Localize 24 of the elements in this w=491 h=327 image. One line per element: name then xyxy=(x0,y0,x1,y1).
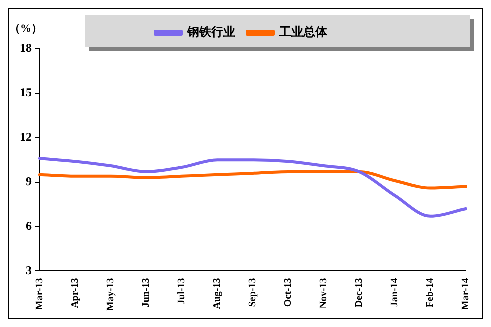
x-tick-label: May-13 xyxy=(106,278,117,312)
x-tick-label: Mar-14 xyxy=(460,278,472,310)
x-tick-label: Sep-13 xyxy=(248,278,259,308)
x-tick-label: Oct-13 xyxy=(283,278,294,308)
x-tick-label: Jan-14 xyxy=(390,278,401,308)
x-tick-label: Nov-13 xyxy=(318,278,330,309)
y-tick-label: 3 xyxy=(26,263,32,278)
y-tick-label: 9 xyxy=(26,174,32,188)
legend-label: 工业总体 xyxy=(278,25,328,40)
x-tick-label: Aug-13 xyxy=(212,278,224,310)
line-series xyxy=(38,157,468,218)
y-tick-label: 6 xyxy=(26,218,32,233)
x-tick-label: Jun-13 xyxy=(141,278,152,308)
x-tick-label: Mar-13 xyxy=(34,278,46,310)
legend-label: 钢铁行业 xyxy=(186,25,236,40)
y-axis-title: （%） xyxy=(10,22,42,35)
y-tick-label: 18 xyxy=(20,41,32,56)
x-tick-label: Jul-13 xyxy=(176,278,188,305)
x-tick-label: Feb-14 xyxy=(425,278,436,308)
x-tick-label: Apr-13 xyxy=(70,278,82,308)
y-tick-label: 15 xyxy=(20,86,32,100)
x-tick-label: Dec-13 xyxy=(354,278,366,308)
line-series xyxy=(38,170,468,190)
y-tick-label: 12 xyxy=(20,130,32,144)
